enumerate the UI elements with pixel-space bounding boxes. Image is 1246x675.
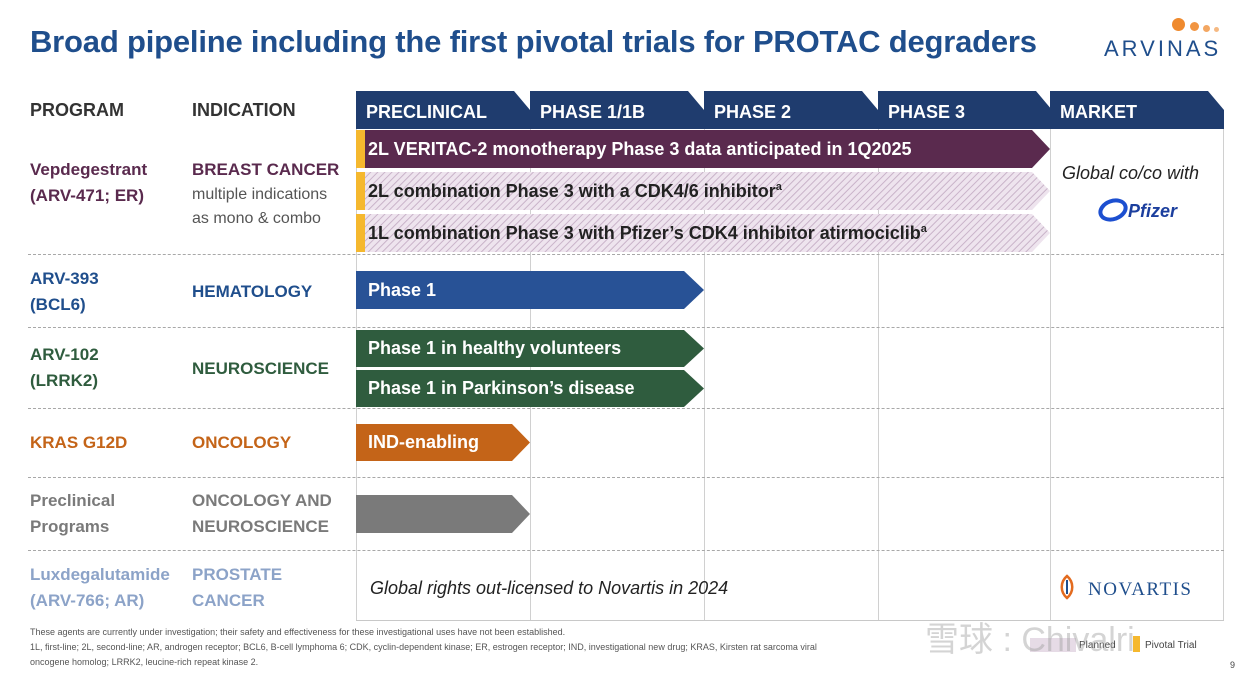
indication-oncology: ONCOLOGY (192, 433, 292, 452)
indication-neuroscience: NEUROSCIENCE (192, 359, 329, 378)
bar-veritac2-monotherapy: 2L VERITAC-2 monotherapy Phase 3 data an… (356, 130, 1050, 168)
indication-breast-cancer: BREAST CANCER multiple indications as mo… (192, 160, 340, 227)
row-divider (28, 327, 1224, 328)
bar-arv102-healthy-volunteers: Phase 1 in healthy volunteers (356, 330, 704, 367)
phase-header-phase1: PHASE 1/1B (530, 91, 704, 129)
phase-header-market: MARKET (1050, 91, 1224, 129)
program-vepdegestrant: Vepdegestrant (ARV-471; ER) (30, 160, 148, 205)
grid-line (1050, 129, 1051, 621)
watermark: 雪球 : Chivalri (925, 621, 1135, 659)
indication-oncology-neuroscience: ONCOLOGY AND NEUROSCIENCE (192, 491, 332, 536)
pfizer-logo: Pfizer (1098, 195, 1198, 229)
program-kras-g12d: KRAS G12D (30, 433, 128, 452)
footnote-line-3: oncogene homolog; LRRK2, leucine-rich re… (30, 657, 259, 667)
row-divider (28, 254, 1224, 255)
program-arv-102: ARV-102 (LRRK2) (30, 345, 99, 390)
indication-prostate-cancer: PROSTATE CANCER (192, 565, 283, 610)
novartis-logo: NOVARTIS (1056, 574, 1206, 604)
table-bottom-border (356, 620, 1224, 621)
logo-text: ARVINAS (1104, 36, 1222, 61)
bar-2l-combination: 2L combination Phase 3 with a CDK4/6 inh… (356, 172, 1050, 210)
arvinas-logo: ARVINAS (1104, 14, 1240, 64)
page-number: 9 (1230, 660, 1236, 670)
program-arv-393: ARV-393 (BCL6) (30, 269, 99, 314)
bar-arv102-parkinsons: Phase 1 in Parkinson’s disease (356, 370, 704, 407)
footnote-line-1: These agents are currently under investi… (30, 627, 566, 637)
pfizer-partnership-note: Global co/co with (1062, 163, 1200, 183)
row-divider (28, 550, 1224, 551)
bar-kras-ind-enabling: IND-enabling (356, 424, 530, 461)
legend-pivotal-label: Pivotal Trial (1145, 640, 1197, 651)
legend-planned-swatch (1030, 638, 1076, 652)
phase-header-phase2: PHASE 2 (704, 91, 878, 129)
indication-column-header: INDICATION (192, 100, 296, 120)
phase-header-phase3: PHASE 3 (878, 91, 1052, 129)
program-luxdegalutamide: Luxdegalutamide (ARV-766; AR) (30, 565, 170, 610)
bar-arv393-phase1: Phase 1 (356, 271, 704, 309)
phase-header-preclinical: PRECLINICAL (356, 91, 530, 129)
legend-planned-label: Planned (1079, 640, 1116, 651)
grid-line (704, 129, 705, 621)
row-divider (28, 408, 1224, 409)
indication-hematology: HEMATOLOGY (192, 282, 313, 301)
grid-line (878, 129, 879, 621)
bar-preclinical-programs (356, 495, 530, 533)
page-title: Broad pipeline including the first pivot… (30, 24, 1037, 59)
grid-line (1223, 129, 1224, 621)
footnote-line-2: 1L, first-line; 2L, second-line; AR, and… (30, 642, 817, 652)
novartis-license-note: Global rights out-licensed to Novartis i… (370, 578, 729, 598)
legend-pivotal-swatch (1133, 636, 1140, 652)
program-preclinical: Preclinical Programs (30, 491, 116, 536)
bar-1l-combination: 1L combination Phase 3 with Pfizer’s CDK… (356, 214, 1050, 252)
program-column-header: PROGRAM (30, 100, 124, 120)
row-divider (28, 477, 1224, 478)
